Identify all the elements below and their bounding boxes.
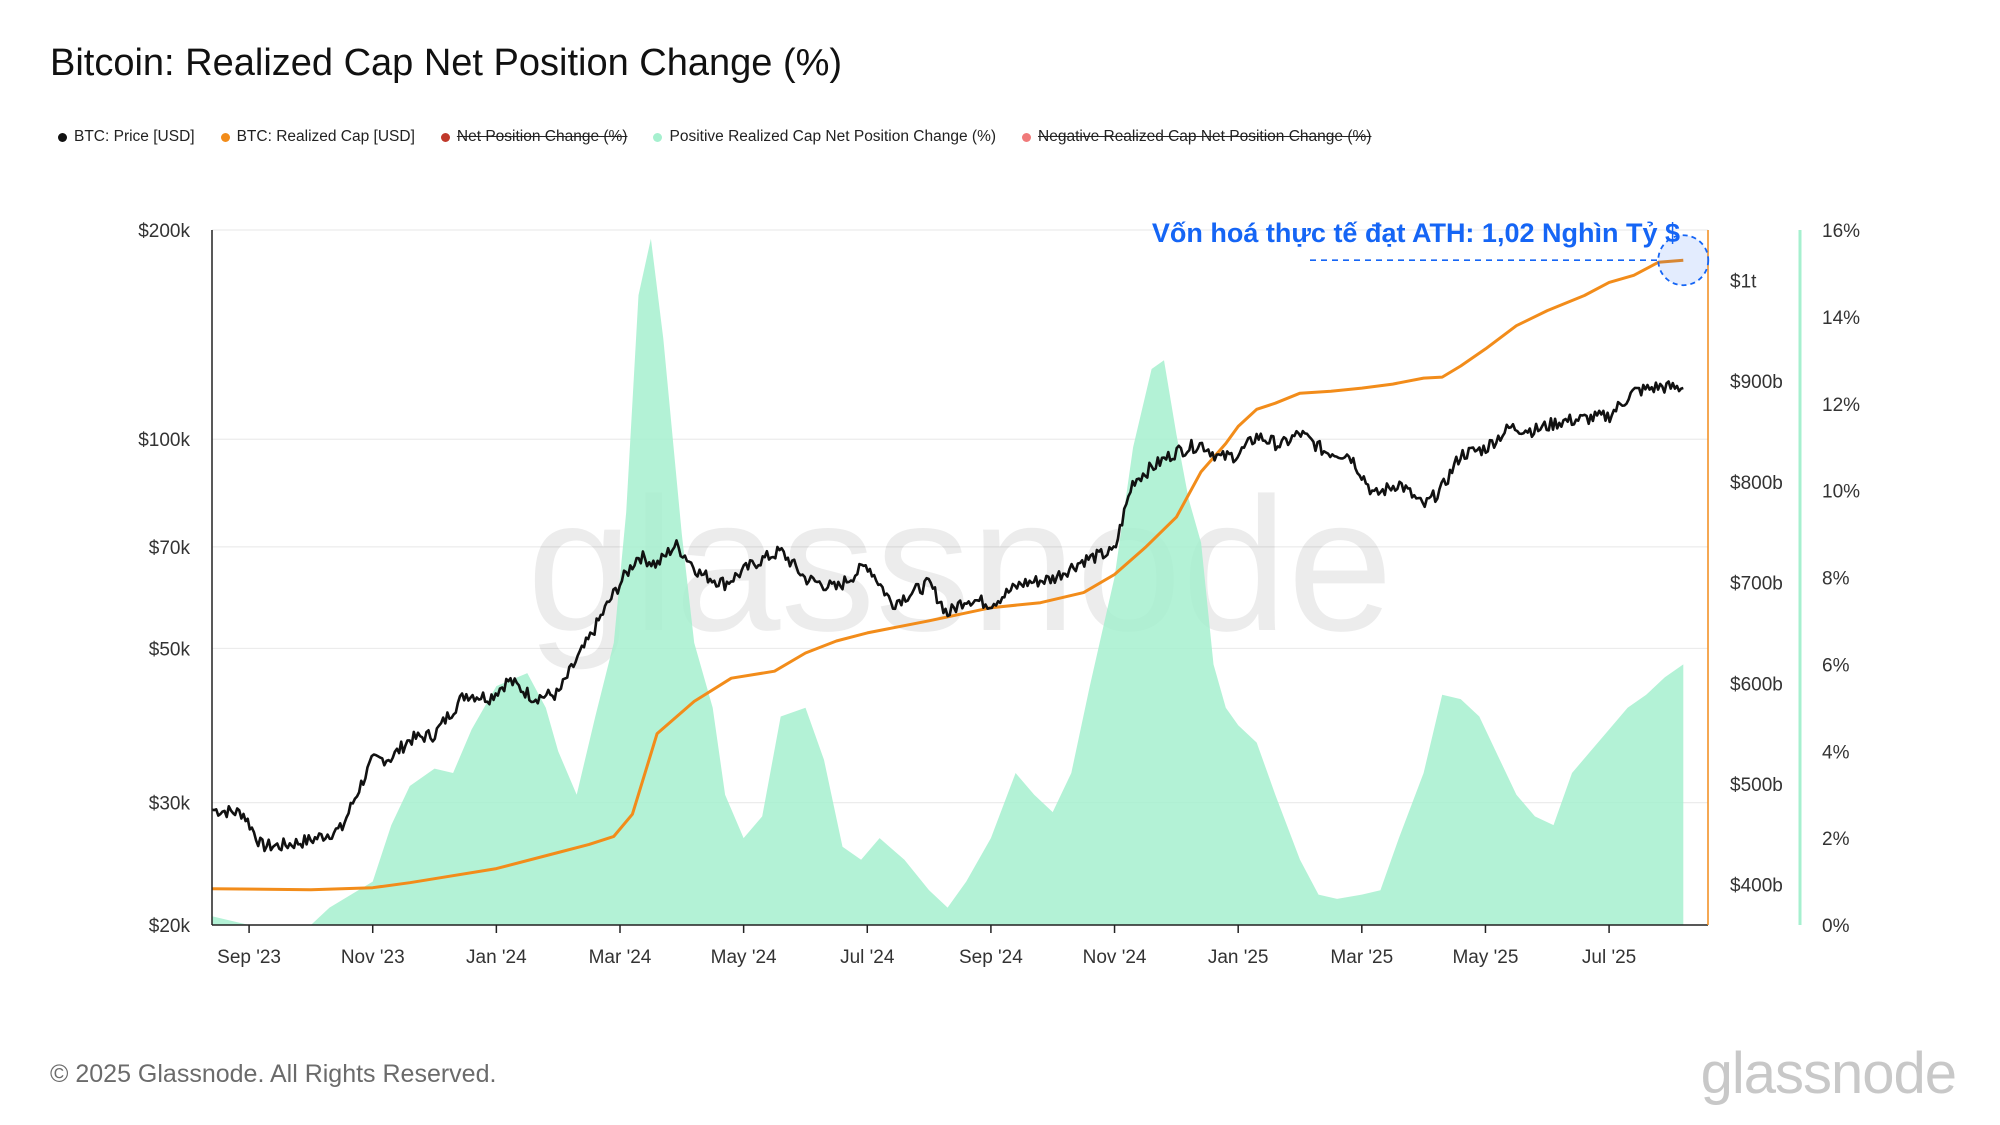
series-price-line bbox=[211, 380, 1684, 853]
series-realized-cap-line bbox=[211, 258, 1684, 892]
y-tick-label-percent: 12% bbox=[1822, 395, 1860, 416]
legend-item-price[interactable]: BTC: Price [USD] bbox=[58, 128, 195, 146]
x-tick-label: Jul '25 bbox=[1582, 947, 1636, 968]
ath-marker-circle bbox=[1657, 234, 1710, 287]
x-tick-label: Nov '23 bbox=[341, 947, 405, 968]
y-tick-label-right: $700b bbox=[1730, 574, 1783, 595]
y-tick-label-left: $200k bbox=[138, 221, 190, 242]
legend-label-price: BTC: Price [USD] bbox=[74, 128, 195, 145]
x-tick-label: Mar '24 bbox=[589, 947, 652, 968]
x-tick-label: Jan '25 bbox=[1208, 947, 1269, 968]
x-tick-label: May '24 bbox=[711, 947, 777, 968]
y-tick-label-right: $500b bbox=[1730, 775, 1783, 796]
series-positive-change-area bbox=[212, 238, 1684, 925]
legend-label-net-position-change: Net Position Change (%) bbox=[456, 128, 628, 145]
chart-legend: BTC: Price [USD] BTC: Realized Cap [USD]… bbox=[58, 128, 1371, 146]
y-tick-label-percent: 14% bbox=[1822, 308, 1860, 329]
x-tick-label: Sep '23 bbox=[217, 947, 281, 968]
y-tick-label-percent: 10% bbox=[1822, 482, 1860, 503]
legend-item-realized-cap[interactable]: BTC: Realized Cap [USD] bbox=[220, 128, 415, 146]
y-tick-label-percent: 0% bbox=[1822, 916, 1850, 937]
legend-dot-negative-change bbox=[1022, 132, 1032, 142]
chart-title: Bitcoin: Realized Cap Net Position Chang… bbox=[50, 42, 843, 84]
y-tick-label-percent: 16% bbox=[1822, 221, 1860, 242]
legend-item-negative-change[interactable]: Negative Realized Cap Net Position Chang… bbox=[1022, 128, 1371, 146]
legend-dot-realized-cap bbox=[220, 132, 230, 142]
y-tick-label-percent: 4% bbox=[1822, 742, 1850, 763]
legend-label-positive-change: Positive Realized Cap Net Position Chang… bbox=[669, 128, 997, 145]
y-tick-label-left: $70k bbox=[149, 538, 191, 559]
legend-dot-price bbox=[58, 132, 67, 142]
legend-label-negative-change: Negative Realized Cap Net Position Chang… bbox=[1038, 128, 1372, 145]
legend-item-net-position-change[interactable]: Net Position Change (%) bbox=[440, 128, 628, 146]
y-tick-label-percent: 8% bbox=[1822, 569, 1850, 590]
copyright-footer: © 2025 Glassnode. All Rights Reserved. bbox=[50, 1060, 497, 1088]
y-tick-label-percent: 6% bbox=[1822, 655, 1850, 676]
x-tick-label: Nov '24 bbox=[1083, 947, 1147, 968]
y-tick-label-percent: 2% bbox=[1822, 829, 1850, 850]
legend-item-positive-change[interactable]: Positive Realized Cap Net Position Chang… bbox=[653, 128, 996, 146]
y-tick-label-left: $20k bbox=[149, 916, 191, 937]
x-tick-label: Jul '24 bbox=[840, 947, 895, 968]
y-tick-label-left: $100k bbox=[138, 430, 190, 451]
legend-label-realized-cap: BTC: Realized Cap [USD] bbox=[236, 128, 415, 145]
legend-dot-net-position-change bbox=[440, 132, 450, 142]
x-tick-label: Mar '25 bbox=[1330, 947, 1393, 968]
y-tick-label-right: $400b bbox=[1730, 876, 1783, 897]
x-tick-label: May '25 bbox=[1452, 947, 1518, 968]
x-tick-label: Jan '24 bbox=[466, 947, 527, 968]
x-tick-label: Sep '24 bbox=[959, 947, 1023, 968]
y-tick-label-right: $600b bbox=[1730, 674, 1783, 695]
y-tick-label-left: $50k bbox=[149, 639, 191, 660]
y-tick-label-left: $30k bbox=[149, 794, 191, 815]
y-tick-label-right: $1t bbox=[1730, 271, 1757, 292]
legend-dot-positive-change bbox=[653, 132, 663, 142]
y-tick-label-right: $800b bbox=[1730, 473, 1783, 494]
brand-logo: glassnode bbox=[1700, 1041, 1957, 1106]
y-tick-label-right: $900b bbox=[1730, 372, 1783, 393]
ath-annotation-label: Vốn hoá thực tế đạt ATH: 1,02 Nghìn Tỷ $ bbox=[1152, 218, 1680, 248]
